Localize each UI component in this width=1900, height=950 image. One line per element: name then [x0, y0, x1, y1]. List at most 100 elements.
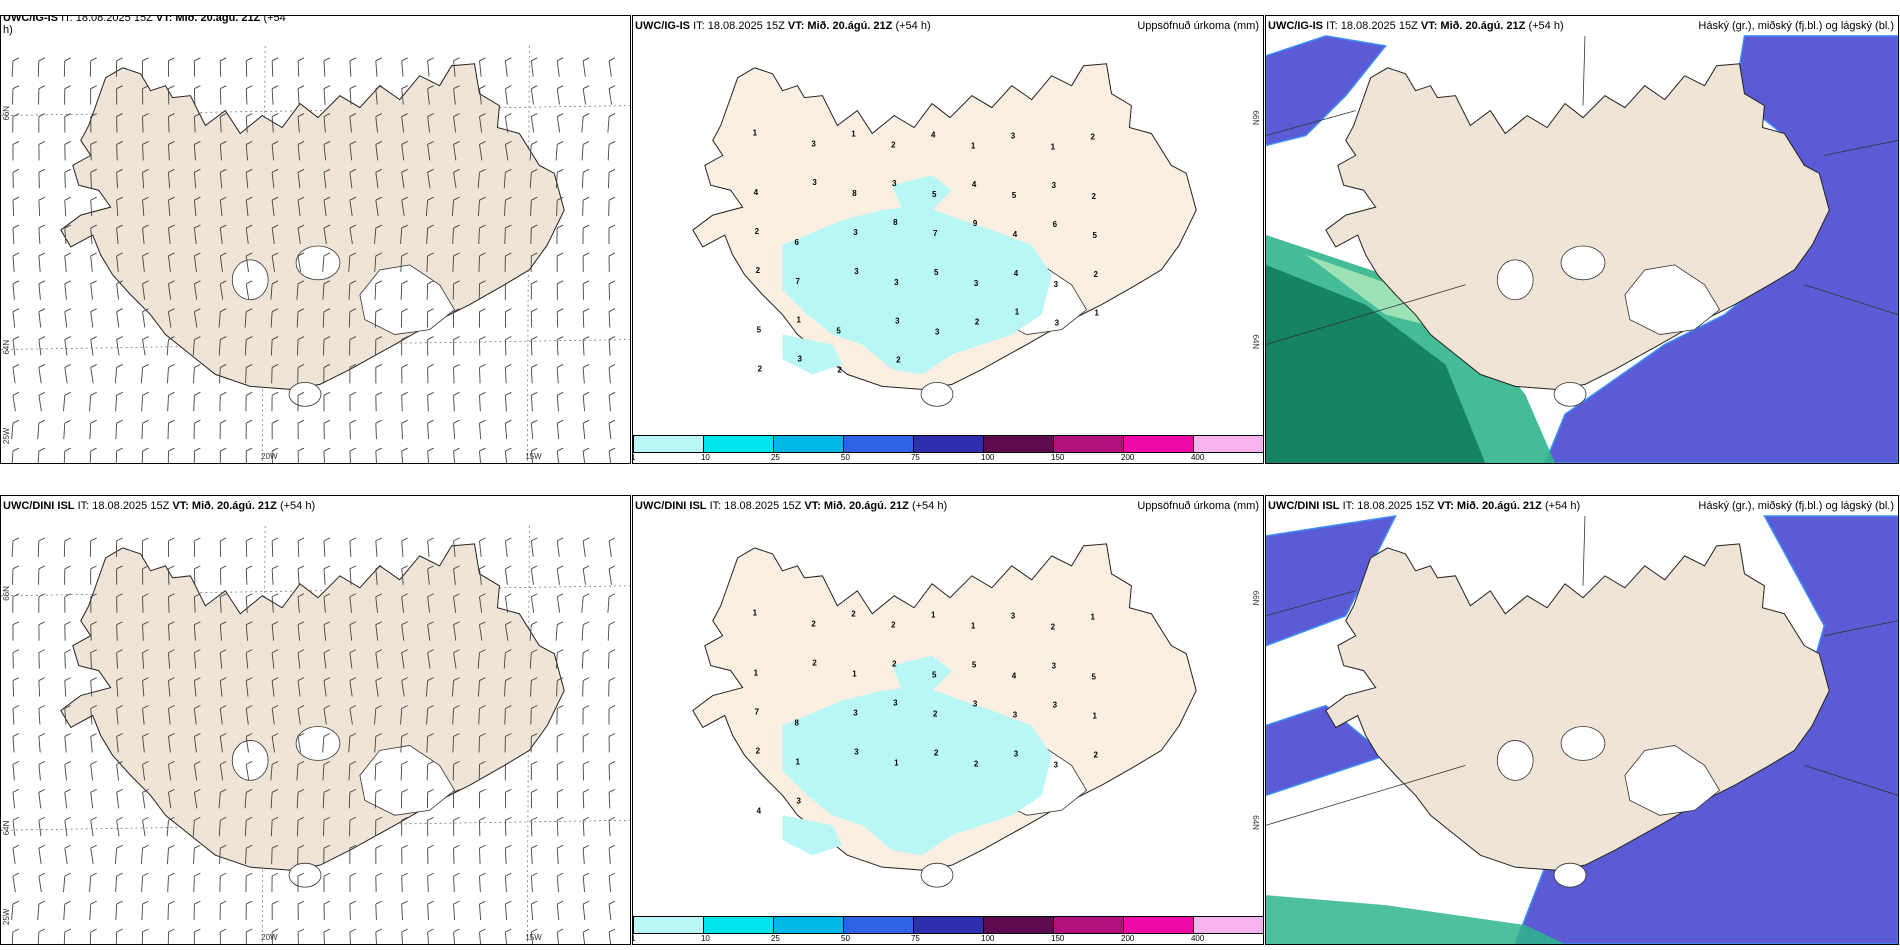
precip-value-label: 3	[893, 699, 898, 708]
precip-value-label: 3	[1053, 701, 1058, 710]
axis-label: 64N	[2, 340, 11, 355]
precip-value-label: 5	[1093, 231, 1098, 240]
axis-label: 25W	[2, 908, 11, 925]
mid-cloud-band	[1266, 895, 1566, 944]
precip-value-label: 2	[933, 710, 938, 719]
langjokull-glacier	[1560, 726, 1606, 761]
lat-label-66: 66N	[1251, 591, 1260, 606]
top-cloud-map	[1266, 16, 1898, 463]
myrdalsjokull-glacier	[920, 862, 954, 888]
bottom-precip-panel: UWC/DINI ISL IT: 18.08.2025 15Z VT: Mið.…	[632, 495, 1264, 945]
colorbar-swatch	[1053, 917, 1123, 933]
precip-value-label: 2	[974, 759, 979, 768]
bottom-wind-panel: UWC/DINI ISL IT: 18.08.2025 15Z VT: Mið.…	[0, 495, 631, 945]
precip-value-label: 3	[854, 747, 859, 756]
lat-label-64: 64N	[1251, 335, 1260, 350]
precip-value-label: 1	[1015, 308, 1020, 317]
vatnajokull-glacier	[1624, 264, 1721, 335]
top-cloud-legend-title: Háský (gr.), miðský (fj.bl.) og lágský (…	[1698, 20, 1894, 32]
myrdalsjokull-glacier	[1553, 381, 1587, 407]
precip-value-label: 2	[756, 746, 761, 755]
precip-value-label: 4	[972, 180, 977, 189]
precip-value-label: 3	[974, 279, 979, 288]
colorbar-tick: 25	[770, 934, 780, 943]
precip-value-label: 5	[932, 190, 937, 199]
precip-value-label: 2	[1092, 192, 1097, 201]
precip-value-label: 1	[795, 757, 800, 766]
axis-label: 15W	[525, 933, 542, 942]
axis-label: 25W	[2, 427, 11, 444]
bottom-cloud-panel: UWC/DINI ISL IT: 18.08.2025 15Z VT: Mið.…	[1265, 495, 1899, 945]
colorbar-tick: 150	[1051, 453, 1065, 462]
colorbar-tick: 1	[633, 453, 635, 462]
precip-value-label: 7	[795, 277, 800, 286]
precip-value-labels: 1 2 2 2 1 1 3 2 1 1 2 1 2 5 5 4 3 5 7 8 3 3 2 3 3 3 1 2 1 3 1 2 2 3 3 2 4 3	[753, 609, 1099, 816]
precip-value-label: 3	[1013, 711, 1018, 720]
precip-value-label: 3	[1054, 760, 1059, 769]
precip-value-label: 3	[894, 278, 899, 287]
map-lines	[1266, 35, 1898, 345]
precip-value-label: 9	[973, 219, 978, 228]
colorbar-swatch	[633, 436, 703, 452]
top-precip-title: UWC/IG-IS IT: 18.08.2025 15Z VT: Mið. 20…	[635, 20, 931, 32]
precip-value-label: 5	[836, 327, 841, 336]
colorbar-tick: 100	[981, 453, 995, 462]
colorbar-tick: 400	[1190, 934, 1205, 943]
precip-value-label: 5	[932, 671, 937, 680]
colorbar-swatch	[983, 917, 1053, 933]
lat-label-64: 64N	[1251, 815, 1260, 830]
precip-value-label: 2	[812, 659, 817, 668]
precip-value-label: 1	[753, 128, 758, 137]
precip-value-label: 2	[892, 660, 897, 669]
precip-value-label: 2	[755, 227, 760, 236]
top-cloud-panel: UWC/IG-IS IT: 18.08.2025 15Z VT: Mið. 20…	[1265, 15, 1899, 464]
colorbar-swatch	[633, 917, 703, 933]
axis-label: 20W	[261, 933, 278, 942]
precip-value-label: 2	[851, 610, 856, 619]
precip-value-label: 1	[796, 316, 801, 325]
precip-value-label: 1	[1093, 712, 1098, 721]
precip-value-label: 3	[1011, 612, 1016, 621]
precip-value-label: 1	[851, 129, 856, 138]
colorbar-tick: 400	[1190, 453, 1205, 462]
wind-barbs	[11, 537, 616, 944]
precip-value-label: 2	[891, 621, 896, 630]
precip-value-label: 1	[931, 611, 936, 620]
wind-barbs	[11, 57, 616, 463]
iceland-landmass	[60, 543, 565, 871]
top-cloud-title: UWC/IG-IS IT: 18.08.2025 15Z VT: Mið. 20…	[1268, 20, 1564, 32]
colorbar-tick: 10	[700, 453, 710, 462]
bottom-cloud-map	[1266, 496, 1898, 944]
precip-value-label: 1	[1095, 309, 1100, 318]
langjokull-glacier	[295, 245, 341, 281]
colorbar-tick: 25	[770, 453, 780, 462]
precip-shading	[782, 175, 1052, 375]
langjokull-glacier	[295, 726, 341, 761]
colorbar-swatch	[1123, 436, 1193, 452]
myrdalsjokull-glacier	[288, 381, 322, 407]
hofsjokull-glacier	[231, 740, 269, 781]
precip-value-label: 2	[891, 140, 896, 149]
hofsjokull-glacier	[1496, 259, 1534, 301]
axis-label: 64N	[2, 820, 11, 835]
bottom-precip-map: 1 2 2 2 1 1 3 2 1 1 2 1 2 5 5 4 3 5 7 8 3 3 2 3 3 3 1 2 1 3 1 2 2 3 3 2 4 3 66…	[692, 543, 1260, 888]
precip-value-label: 8	[893, 218, 898, 227]
top-precip-colorbar-ticks: 1 10 25 50 75 100 150 200 400	[633, 453, 1263, 463]
precip-value-label: 1	[754, 669, 759, 678]
colorbar-tick: 75	[910, 934, 920, 943]
precip-value-label: 7	[933, 229, 938, 238]
colorbar-swatch	[773, 917, 843, 933]
precip-value-label: 3	[895, 317, 900, 326]
axis-label: 66N	[2, 106, 11, 121]
axis-label: 66N	[2, 586, 11, 601]
precip-value-label: 3	[1014, 749, 1019, 758]
precip-value-label: 1	[1051, 142, 1056, 151]
precip-value-label: 3	[973, 700, 978, 709]
precip-value-label: 2	[934, 748, 939, 757]
precip-value-label: 1	[971, 141, 976, 150]
colorbar-swatch	[1193, 917, 1263, 933]
precip-value-label: 2	[1091, 132, 1096, 141]
colorbar-swatch	[913, 917, 983, 933]
top-precip-legend-title: Uppsöfnuð úrkoma (mm)	[1137, 20, 1259, 32]
colorbar-tick: 50	[841, 934, 850, 943]
